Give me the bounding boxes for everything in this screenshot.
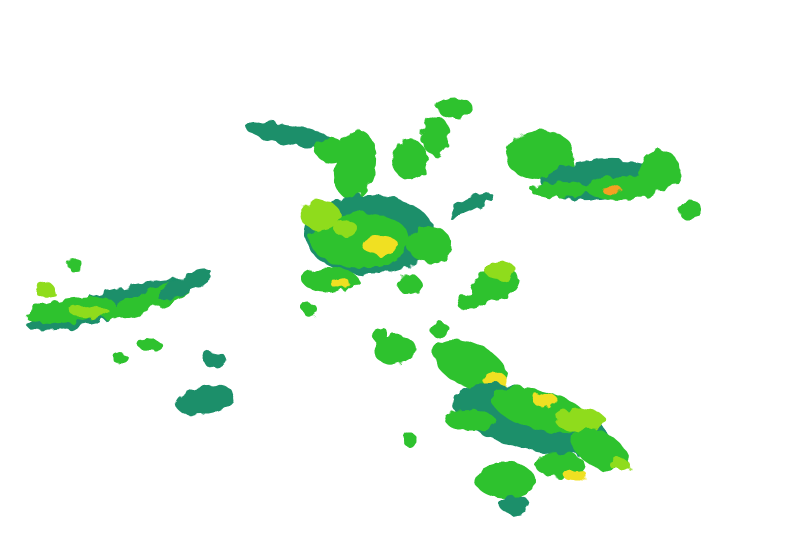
precipitation-cell xyxy=(35,282,55,298)
precipitation-cell xyxy=(203,352,227,368)
precipitation-cell xyxy=(175,385,235,415)
precipitation-cell xyxy=(330,278,350,288)
precipitation-cell xyxy=(500,495,530,515)
precipitation-cell xyxy=(421,115,449,155)
precipitation-cell xyxy=(447,193,493,217)
precipitation-cell xyxy=(157,270,213,300)
precipitation-cell xyxy=(70,306,110,318)
precipitation-cell xyxy=(334,130,376,200)
precipitation-cell xyxy=(398,275,422,295)
precipitation-cell xyxy=(555,408,605,432)
precipitation-cell xyxy=(457,290,493,310)
precipitation-cell xyxy=(533,392,557,408)
precipitation-cell xyxy=(408,227,452,263)
precipitation-cell xyxy=(485,260,515,280)
precipitation-cell xyxy=(373,335,417,365)
precipitation-cell xyxy=(602,185,622,195)
precipitation-cell xyxy=(530,182,590,198)
precipitation-cell xyxy=(392,140,428,180)
precipitation-cell xyxy=(374,325,386,345)
precipitation-cell xyxy=(678,200,702,220)
precipitation-cell xyxy=(67,259,83,271)
precipitation-cell xyxy=(302,304,318,316)
precipitation-cell xyxy=(138,339,162,351)
precipitation-cell xyxy=(430,323,450,337)
precipitation-cell xyxy=(404,432,416,448)
precipitation-cell xyxy=(112,353,128,363)
precipitation-cell xyxy=(475,462,535,498)
precipitation-cell xyxy=(563,469,587,481)
precipitation-cell xyxy=(610,459,630,471)
precipitation-cell xyxy=(483,372,507,388)
precipitation-cell xyxy=(302,268,358,292)
precipitation-cell xyxy=(437,98,473,118)
precipitation-cell xyxy=(333,220,357,236)
precipitation-cell xyxy=(505,130,575,180)
precipitation-cell xyxy=(362,235,398,255)
precipitation-cell xyxy=(445,410,495,430)
precipitation-cell xyxy=(300,200,340,230)
precipitation-cell xyxy=(640,150,680,190)
precipitation-cell xyxy=(245,122,335,148)
